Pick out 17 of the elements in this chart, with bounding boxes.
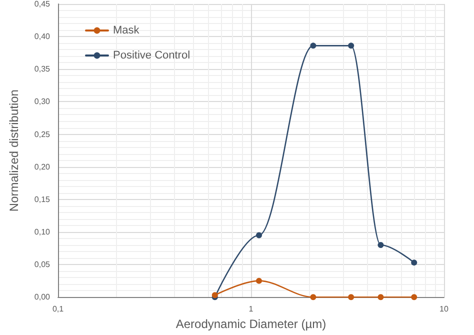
y-axis-title: Normalized distribution (7, 90, 21, 212)
y-tick-label: 0,25 (34, 130, 51, 139)
legend-label: Mask (113, 24, 140, 36)
legend-label: Positive Control (113, 50, 190, 62)
x-axis-title: Aerodynamic Diameter (µm) (176, 317, 326, 331)
x-tick-label: 10 (440, 304, 449, 314)
x-tick-label: 1 (248, 304, 254, 314)
y-tick-label: 0,00 (34, 292, 51, 302)
y-tick-label: 0,45 (34, 0, 51, 8)
y-tick-label: 0,15 (34, 194, 51, 204)
y-tick-label: 0,10 (34, 227, 51, 236)
x-tick-label: 0,1 (52, 304, 64, 314)
y-tick-label: 0,40 (34, 32, 51, 42)
y-tick-label: 0,30 (34, 97, 51, 106)
y-tick-label: 0,05 (34, 260, 51, 270)
y-tick-label: 0,20 (34, 162, 51, 172)
y-tick-label: 0,35 (34, 64, 51, 74)
